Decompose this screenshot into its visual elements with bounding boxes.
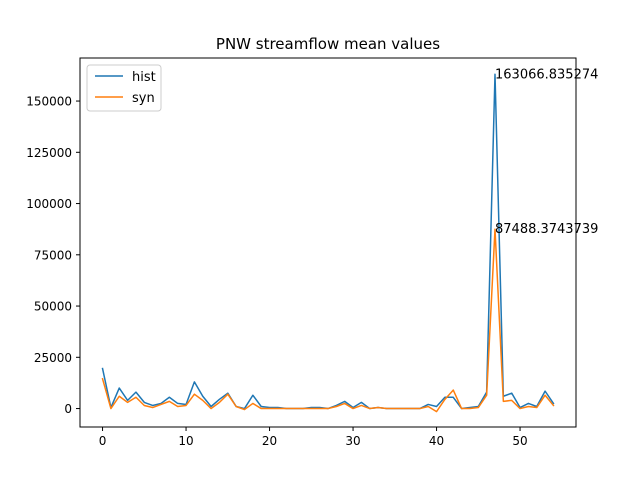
y-tick-label: 100000 xyxy=(26,197,72,211)
annotation-label: 87488.3743739 xyxy=(495,222,598,237)
chart-title: PNW streamflow mean values xyxy=(216,35,440,53)
x-tick-label: 50 xyxy=(512,434,527,448)
x-tick-label: 40 xyxy=(429,434,444,448)
y-tick-label: 125000 xyxy=(26,146,72,160)
x-tick-label: 10 xyxy=(178,434,193,448)
x-tick-label: 0 xyxy=(99,434,107,448)
y-tick-label: 75000 xyxy=(34,248,72,262)
annotation-label: 163066.835274 xyxy=(495,67,598,82)
y-tick-label: 50000 xyxy=(34,300,72,314)
x-tick-label: 20 xyxy=(262,434,277,448)
y-tick-label: 25000 xyxy=(34,351,72,365)
plot-area-frame xyxy=(79,57,577,428)
series-line-syn xyxy=(101,228,555,413)
x-tick-label: 30 xyxy=(345,434,360,448)
legend: hist syn xyxy=(86,64,162,112)
legend-label-syn: syn xyxy=(132,91,155,106)
y-tick-label: 0 xyxy=(64,402,72,416)
y-tick-label: 150000 xyxy=(26,95,72,109)
legend-label-hist: hist xyxy=(132,70,156,85)
